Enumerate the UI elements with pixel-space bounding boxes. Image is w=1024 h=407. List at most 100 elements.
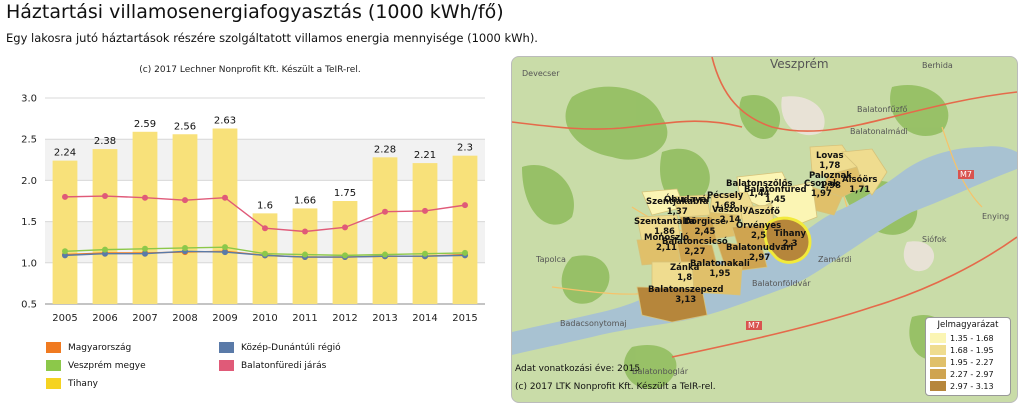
muni-balatonakali[interactable] [691,261,743,296]
legend-swatch [46,360,61,371]
legend-range: 2.27 - 2.97 [950,369,994,379]
x-tick-label: 2007 [132,313,157,324]
series-point [222,244,228,251]
muni-label-vaszoly: Vászoly 2,14 [712,205,749,225]
x-tick-label: 2014 [412,313,437,324]
legend-swatch [930,357,946,367]
muni-label-balatonakali: Balatonakali 1,95 [690,259,750,279]
x-tick-label: 2008 [172,313,197,324]
bar-tihany [452,155,478,304]
legend-swatch [930,345,946,355]
legend-item-kozep-dunantuli[interactable]: Közép-Dunántúli régió [219,342,341,353]
muni-label-orvenyes: Örvényes 2,5 [736,221,782,241]
place-veszprem: Veszprém [770,57,829,71]
municipality-polygons [636,144,888,323]
x-tick-label: 2006 [92,313,117,324]
muni-label-dorgicse: Dörgicse 2,45 [684,217,726,237]
series-point [222,249,228,256]
page-subtitle: Egy lakosra jutó háztartások részére szo… [6,31,538,45]
legend-label: Magyarország [68,342,132,353]
muni-szentantalfa[interactable] [636,214,681,243]
legend-label: Balatonfüredi járás [241,360,327,371]
series-point [382,251,388,258]
bar-value-label: 2.21 [414,150,436,161]
muni-label-csopak: Csopak 1,97 [804,179,839,199]
legend-range: 1.68 - 1.95 [950,345,994,355]
legend-label: Közép-Dunántúli régió [241,342,341,353]
chart-panel: 0.5 1.0 1.5 2.0 2.5 3.0 2.24 2.38 2.59 2.56 2.63 1.… [0,56,500,404]
muni-balatonudvari[interactable] [716,241,768,273]
map-legend: Jelmagyarázat 1.35 - 1.68 1.68 - 1.95 1.… [925,317,1011,396]
muni-label-paloznak: Paloznak 1,98 [809,171,852,191]
muni-label-tihany: Tihany 2,3 [774,229,807,249]
main-roads [512,57,1017,358]
y-tick-label: 1.0 [21,258,37,269]
muni-label-balatonszolos: Balatonszőlős 1,44 [726,179,793,199]
muni-label-alsoors: Alsóörs 1,71 [842,175,878,195]
muni-alsoors[interactable] [841,148,888,196]
chart-credit: (c) 2017 Lechner Nonprofit Kft. Készült … [139,65,361,75]
bar-tihany [212,128,238,304]
page-title: Háztartási villamosenergiafogyasztás (10… [6,1,504,23]
lake-balaton [512,146,1017,355]
muni-label-balatonfured: Balatonfüred 1,45 [744,185,807,205]
series-point [302,251,308,258]
muni-balatonszepezd[interactable] [636,286,708,323]
series-point [422,207,428,214]
series-point [342,224,348,231]
series-point [462,249,468,256]
muni-label-balatoncsicso: Balatoncsicsó 2,27 [662,237,728,257]
bar-value-label: 2.38 [94,136,116,147]
bar-value-label: 1.66 [294,195,316,206]
place-zamardi: Zamárdi [818,255,852,264]
muni-paloznak[interactable] [823,166,868,198]
legend-swatch [930,369,946,379]
series-point [142,194,148,201]
map-legend-row: 1.35 - 1.68 [930,332,1006,344]
map-legend-row: 2.97 - 3.13 [930,380,1006,392]
map-legend-row: 1.68 - 1.95 [930,344,1006,356]
place-berhida: Berhida [922,61,953,70]
series-point [462,202,468,209]
series-point [262,225,268,232]
bar-value-label: 1.75 [334,188,356,199]
bar-value-label: 2.63 [214,115,236,126]
x-tick-label: 2015 [452,313,477,324]
map-panel[interactable]: Devecser Veszprém Berhida Balatonfűzfő B… [511,56,1018,403]
x-tick-label: 2013 [372,313,397,324]
bar-value-label: 2.24 [54,148,76,159]
legend-item-magyarorszag[interactable]: Magyarország [46,342,131,353]
series-point [142,245,148,252]
legend-item-balatonfuredi-jaras[interactable]: Balatonfüredi járás [219,360,326,371]
legend-item-veszprem-megye[interactable]: Veszprém megye [46,360,146,371]
series-point [262,250,268,257]
bar-tihany [412,163,438,304]
x-tick-label: 2009 [212,313,237,324]
muni-obudavar[interactable] [671,194,711,218]
muni-tihany[interactable] [763,216,812,264]
muni-label-zanka: Zánka 1,8 [670,263,700,283]
map-credit: (c) 2017 LTK Nonprofit Kft. Készült a Te… [515,382,716,392]
road-sign-m7: M7 [958,170,974,179]
series-point [62,248,68,255]
chart-legend: Magyarország Közép-Dunántúli régió Veszp… [46,342,446,402]
place-enying: Enying [982,212,1010,221]
legend-swatch [46,378,61,389]
place-balatonfuzfo: Balatonfűzfő [857,105,908,114]
muni-label-szentjakabfa: Szentjakabfa 1,37 [646,197,709,217]
place-tapolca: Tapolca [536,255,566,264]
series-point [62,193,68,200]
map-canvas[interactable] [512,57,1017,402]
legend-item-tihany[interactable]: Tihany [46,378,98,389]
bar-tihany [372,157,398,304]
legend-range: 1.95 - 2.27 [950,357,994,367]
bar-tihany [52,160,78,304]
legend-label: Veszprém megye [68,360,146,371]
legend-swatch [46,342,61,353]
series-point [182,197,188,204]
bar-tihany [132,131,158,304]
series-point [102,250,108,257]
x-tick-label: 2011 [292,313,317,324]
bar-line-chart: 0.5 1.0 1.5 2.0 2.5 3.0 2.24 2.38 2.59 2.56 2.63 1.… [21,94,485,324]
legend-label: Tihany [68,378,98,389]
